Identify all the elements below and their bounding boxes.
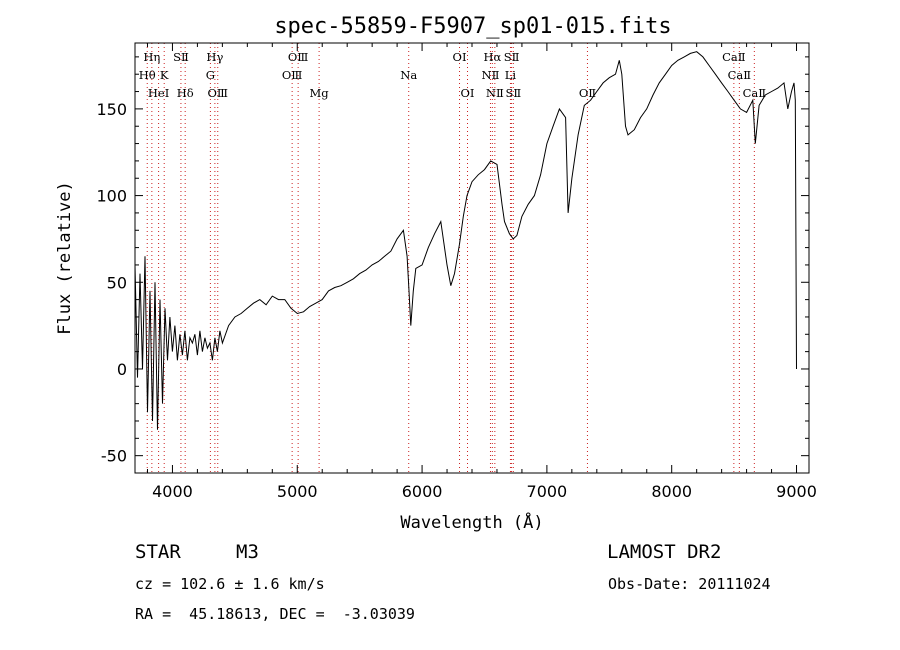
x-tick-label: 4000 (152, 482, 193, 501)
line-label: G (206, 68, 215, 82)
line-label: OⅢ (282, 68, 303, 82)
x-tick-label: 8000 (651, 482, 692, 501)
line-label: SⅡ (504, 50, 520, 64)
x-tick-label: 9000 (776, 482, 817, 501)
line-label: SⅡ (505, 86, 521, 100)
y-axis-label: Flux (relative) (55, 181, 75, 335)
line-label: OⅢ (207, 86, 228, 100)
y-tick-label: 100 (96, 187, 127, 206)
line-label: OⅠ (461, 86, 475, 100)
line-label: Hθ (139, 68, 156, 82)
object-type: STAR (135, 541, 181, 563)
y-tick-label: 50 (107, 273, 127, 292)
spectrum-line (134, 51, 797, 430)
y-tick-label: -50 (101, 447, 127, 466)
obs-date: Obs-Date: 20111024 (608, 575, 771, 593)
line-label: CaⅡ (722, 50, 746, 64)
line-label: Hη (143, 50, 160, 64)
survey-name: LAMOST DR2 (607, 541, 722, 563)
line-label: Hα (483, 50, 501, 64)
line-label: Hδ (177, 86, 194, 100)
line-label: Mg (310, 86, 330, 100)
line-label: OⅠ (453, 50, 467, 64)
redshift-info: cz = 102.6 ± 1.6 km/s (135, 575, 325, 593)
object-subclass: M3 (236, 541, 259, 563)
line-label: Hγ (206, 50, 223, 64)
line-label: OⅢ (288, 50, 309, 64)
x-axis-ticks: 4000 5000 6000 7000 8000 9000 (146, 43, 817, 501)
line-label: HeⅠ (148, 86, 169, 100)
line-label: CaⅡ (728, 68, 752, 82)
x-tick-label: 6000 (402, 482, 443, 501)
line-label: CaⅡ (743, 86, 767, 100)
spectral-line-markers (146, 43, 755, 473)
coordinates: RA = 45.18613, DEC = -3.03039 (135, 605, 415, 623)
x-tick-label: 5000 (277, 482, 318, 501)
chart-title: spec-55859-F5907_sp01-015.fits (274, 14, 671, 39)
plot-frame (134, 42, 810, 474)
line-label: SⅡ (173, 50, 189, 64)
y-axis-ticks: -50 0 50 100 150 (96, 56, 809, 466)
line-label: NⅡ (482, 68, 500, 82)
line-label: NⅡ (486, 86, 504, 100)
line-label: Li (505, 68, 517, 82)
x-axis-label: Wavelength (Å) (400, 511, 543, 533)
line-label: Na (400, 68, 417, 82)
line-label: OⅡ (579, 86, 596, 100)
y-tick-label: 0 (117, 360, 127, 379)
y-tick-label: 150 (96, 100, 127, 119)
x-tick-label: 7000 (527, 482, 568, 501)
line-label: K (160, 68, 169, 82)
